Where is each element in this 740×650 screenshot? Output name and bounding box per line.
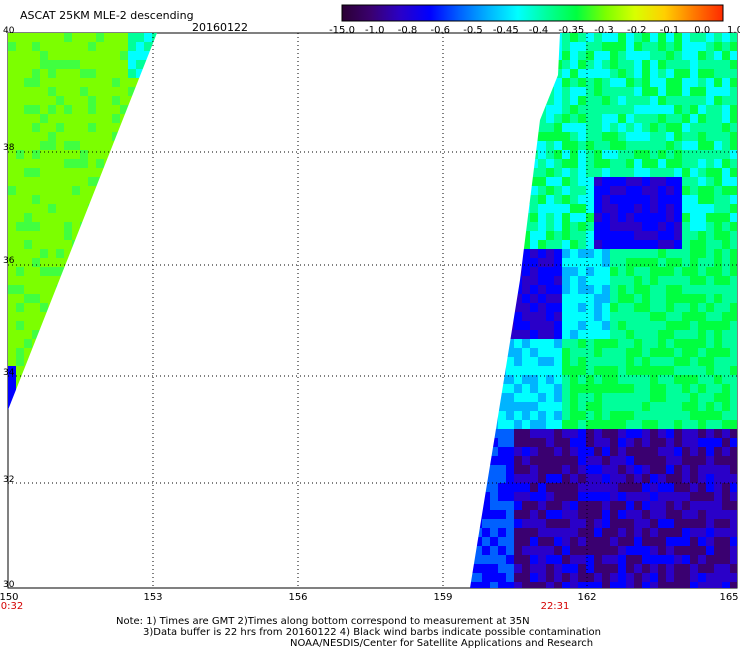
colorbar-tick-label: 0.0: [694, 25, 711, 36]
note-line-2: 3)Data buffer is 22 hrs from 20160122 4)…: [143, 627, 601, 638]
x-tick-153: 153: [143, 592, 163, 603]
colorbar-tick-label: -0.8: [397, 25, 418, 36]
note-line-3: NOAA/NESDIS/Center for Satellite Applica…: [290, 638, 594, 649]
time-label-left: 0:32: [0, 601, 24, 612]
colorbar-tick-label: -0.5: [463, 25, 483, 36]
map-date: 20160122: [192, 21, 248, 34]
colorbar-tick-label: 1.0: [727, 25, 740, 36]
right-swath: [470, 33, 737, 588]
colorbar-tick-label: -0.3: [594, 25, 614, 36]
map-title: ASCAT 25KM MLE-2 descending: [20, 9, 194, 22]
y-tick-36: 36: [3, 256, 15, 266]
y-tick-34: 34: [3, 368, 15, 378]
colorbar-tick-label: -0.6: [430, 25, 451, 36]
colorbar-ticks: -15.0 -1.0 -0.8 -0.6 -0.5 -0.45 -0.4 -0.35 -0.3 -…: [329, 25, 740, 39]
colorbar-tick-label: -0.35: [558, 25, 585, 36]
colorbar: [341, 4, 724, 22]
colorbar-tick-label: -15.0: [329, 25, 355, 36]
colorbar-tick-label: -1.0: [364, 25, 385, 36]
lat-lon-grid: [8, 33, 737, 588]
colorbar-tick-label: -0.1: [659, 25, 680, 36]
colorbar-tick-label: -0.45: [492, 25, 519, 36]
y-tick-30: 30: [3, 580, 15, 590]
y-tick-38: 38: [3, 143, 15, 153]
y-tick-32: 32: [3, 475, 15, 485]
x-tick-162: 162: [577, 592, 597, 603]
x-tick-159: 159: [433, 592, 453, 603]
x-tick-150: 150: [0, 592, 19, 603]
y-tick-40: 40: [3, 26, 15, 36]
x-tick-156: 156: [288, 592, 308, 603]
note-line-1: Note: 1) Times are GMT 2)Times along bot…: [116, 616, 530, 627]
x-tick-165: 165: [719, 592, 739, 603]
colorbar-tick-label: -0.4: [528, 25, 549, 36]
colorbar-tick-label: -0.2: [626, 25, 647, 36]
time-label-right: 22:31: [540, 601, 570, 612]
left-swath: [8, 33, 157, 410]
